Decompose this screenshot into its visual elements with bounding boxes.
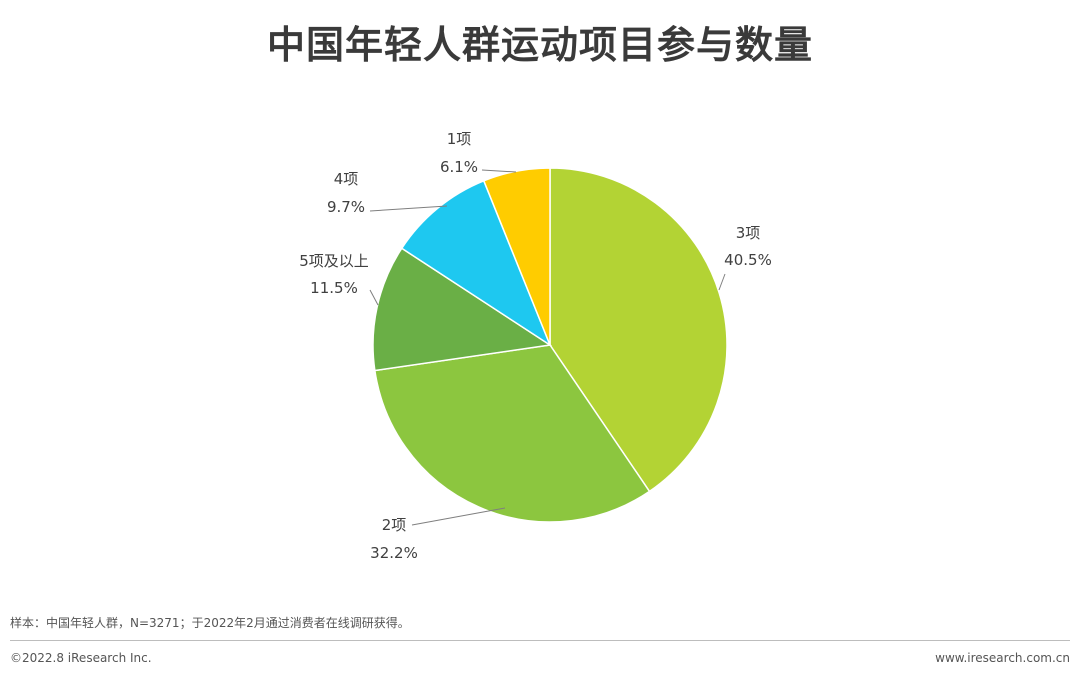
footer-divider [10,640,1070,641]
slice-category-label: 2项 [382,516,407,534]
slice-category-label: 4项 [334,170,359,188]
sample-note: 样本：中国年轻人群，N=3271；于2022年2月通过消费者在线调研获得。 [10,616,410,630]
pie-slice-4 [400,179,552,347]
slice-value-label: 11.5% [310,279,358,297]
slice-labels: 3项 40.5% 2项 32.2% 5项及以上 11.5% 4项 9.7% 1项 6.1% [299,130,772,562]
pie-slice-5 [482,167,551,346]
chart-title: 中国年轻人群运动项目参与数量 [266,23,813,67]
leader-line-2 [411,507,506,526]
pie-chart: 3项 40.5% 2项 32.2% 5项及以上 11.5% 4项 9.7% 1项 6.1% [299,130,772,562]
website-link[interactable]: www.iresearch.com.cn [935,651,1070,665]
copyright-text: ©2022.8 iResearch Inc. [10,651,152,665]
pie-slice-2 [373,344,651,523]
leader-line-3 [369,289,379,306]
pie-slice-3 [372,247,553,372]
leader-lines [369,169,726,526]
slice-category-label: 1项 [447,130,472,148]
leader-line-1 [718,273,726,291]
pie-slices [372,167,728,523]
slice-value-label: 32.2% [370,544,418,562]
slice-value-label: 9.7% [327,198,365,216]
slice-value-label: 40.5% [724,251,772,269]
pie-slice-1 [549,167,728,493]
slice-value-label: 6.1% [440,158,478,176]
leader-line-5 [481,169,517,173]
slice-category-label: 5项及以上 [299,252,369,270]
slice-category-label: 3项 [736,224,761,242]
leader-line-4 [369,205,448,212]
